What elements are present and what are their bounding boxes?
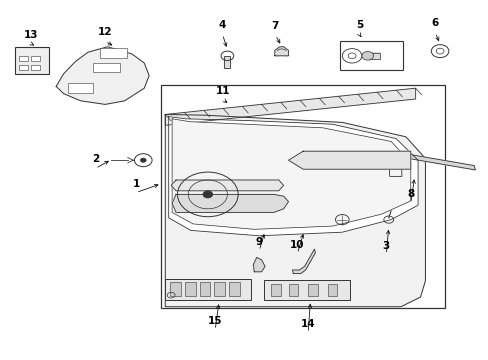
Bar [161, 85, 444, 308]
Bar [15, 47, 49, 74]
Bar [288, 284, 298, 296]
Bar [68, 83, 93, 93]
Bar [214, 282, 224, 296]
Text: 8: 8 [407, 189, 413, 199]
Text: 7: 7 [271, 21, 279, 31]
Text: 15: 15 [207, 316, 222, 326]
Bar [184, 282, 195, 296]
Circle shape [140, 158, 146, 162]
Text: 11: 11 [215, 86, 230, 96]
Bar [31, 65, 40, 70]
Polygon shape [288, 151, 410, 169]
Circle shape [203, 191, 212, 198]
Text: 13: 13 [23, 30, 38, 40]
Bar [327, 284, 337, 296]
Polygon shape [292, 249, 315, 274]
Text: 6: 6 [431, 18, 438, 28]
Bar [224, 56, 230, 68]
Polygon shape [165, 114, 425, 307]
Bar [31, 56, 40, 61]
Bar [264, 280, 349, 300]
Bar [339, 41, 403, 70]
Polygon shape [56, 47, 149, 104]
Text: 10: 10 [289, 240, 304, 250]
Text: 3: 3 [382, 240, 389, 251]
Bar [228, 282, 239, 296]
Text: 2: 2 [92, 154, 99, 165]
Text: 14: 14 [300, 319, 315, 329]
Bar [170, 282, 181, 296]
Text: 9: 9 [255, 237, 262, 247]
Bar [19, 56, 28, 61]
Polygon shape [274, 47, 288, 56]
Polygon shape [172, 119, 410, 229]
Polygon shape [388, 153, 403, 158]
Bar [271, 284, 281, 296]
Circle shape [361, 51, 373, 60]
Bar [19, 65, 28, 70]
Text: 12: 12 [98, 27, 112, 37]
Text: 1: 1 [132, 179, 139, 189]
Bar [307, 284, 317, 296]
Text: 5: 5 [355, 20, 362, 30]
Bar [365, 53, 379, 59]
Polygon shape [388, 153, 401, 176]
Polygon shape [172, 194, 288, 212]
Polygon shape [165, 88, 415, 125]
Polygon shape [400, 153, 474, 170]
Bar [199, 282, 210, 296]
Bar [165, 279, 250, 300]
Bar [93, 63, 120, 72]
Bar [100, 48, 127, 58]
Polygon shape [253, 257, 264, 272]
Text: 4: 4 [218, 20, 226, 30]
Polygon shape [171, 180, 283, 191]
Polygon shape [168, 117, 417, 236]
